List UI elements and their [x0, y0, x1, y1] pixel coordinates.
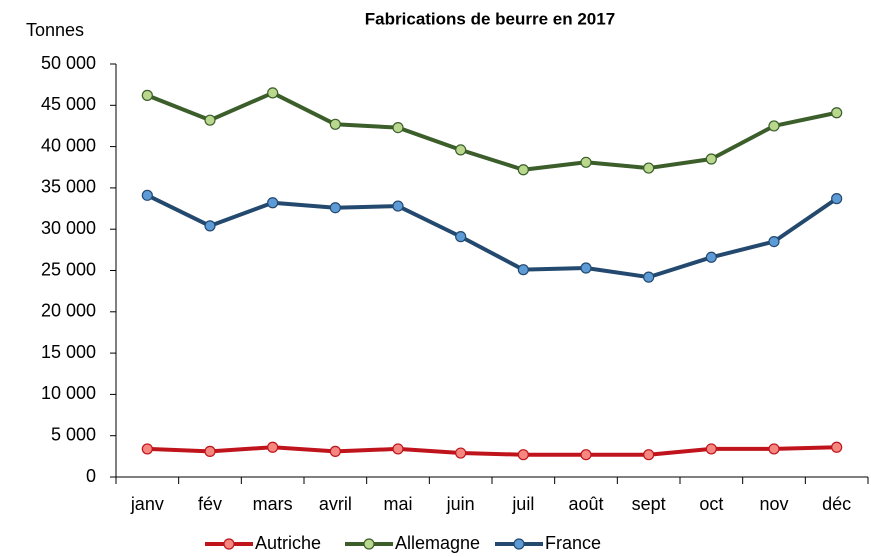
- data-point: [705, 251, 717, 263]
- data-point: [643, 271, 655, 283]
- data-point: [329, 118, 341, 130]
- data-point: [705, 153, 717, 165]
- data-point: [267, 87, 279, 99]
- data-point: [329, 202, 341, 214]
- data-point: [580, 449, 592, 461]
- y-tick-label: 40 000: [41, 135, 96, 155]
- y-tick-label: 45 000: [41, 94, 96, 114]
- x-tick-label: mai: [383, 494, 412, 514]
- data-point: [643, 162, 655, 174]
- legend-marker: [223, 538, 235, 550]
- y-tick-label: 25 000: [41, 259, 96, 279]
- data-point: [141, 189, 153, 201]
- y-tick-label: 20 000: [41, 301, 96, 321]
- y-tick-label: 5 000: [51, 424, 96, 444]
- data-point: [141, 443, 153, 455]
- x-tick-label: juil: [511, 494, 534, 514]
- data-point: [329, 445, 341, 457]
- data-point: [580, 156, 592, 168]
- data-point: [455, 231, 467, 243]
- x-tick-label: juin: [446, 494, 475, 514]
- data-point: [392, 200, 404, 212]
- x-tick-label: nov: [759, 494, 788, 514]
- y-tick-label: 35 000: [41, 177, 96, 197]
- data-point: [204, 114, 216, 126]
- data-point: [392, 122, 404, 134]
- data-point: [455, 447, 467, 459]
- legend-label: Allemagne: [395, 533, 480, 553]
- data-point: [455, 144, 467, 156]
- data-point: [705, 443, 717, 455]
- data-point: [204, 445, 216, 457]
- data-point: [392, 443, 404, 455]
- data-point: [267, 441, 279, 453]
- data-point: [204, 220, 216, 232]
- series-line: [146, 193, 838, 280]
- data-point: [517, 449, 529, 461]
- data-point: [768, 235, 780, 248]
- data-point: [517, 164, 529, 176]
- x-tick-label: oct: [699, 494, 723, 514]
- data-point: [768, 443, 780, 455]
- y-axis-label: Tonnes: [26, 20, 84, 40]
- legend-label: France: [545, 533, 601, 553]
- data-point: [267, 197, 279, 209]
- y-tick-label: 50 000: [41, 53, 96, 73]
- legend-marker: [513, 538, 525, 550]
- data-point: [831, 441, 843, 453]
- x-tick-label: déc: [822, 494, 851, 514]
- data-point: [768, 120, 780, 132]
- series-line: [146, 90, 838, 172]
- x-tick-label: sept: [632, 494, 666, 514]
- x-tick-label: mars: [253, 494, 293, 514]
- data-point: [643, 449, 655, 461]
- data-point: [580, 262, 592, 274]
- chart-title: Fabrications de beurre en 2017: [365, 9, 615, 28]
- data-point: [517, 264, 529, 276]
- data-point: [831, 107, 843, 119]
- data-point: [831, 193, 843, 205]
- legend-marker: [363, 538, 375, 550]
- y-tick-label: 10 000: [41, 383, 96, 403]
- data-point: [141, 89, 153, 101]
- y-tick-label: 30 000: [41, 218, 96, 238]
- x-tick-label: août: [568, 494, 603, 514]
- series-line: [147, 445, 837, 457]
- y-tick-label: 15 000: [41, 342, 96, 362]
- x-tick-label: avril: [319, 494, 352, 514]
- x-tick-label: fév: [198, 494, 222, 514]
- x-tick-label: janv: [130, 494, 164, 514]
- y-tick-label: 0: [86, 466, 96, 486]
- legend-label: Autriche: [255, 533, 321, 553]
